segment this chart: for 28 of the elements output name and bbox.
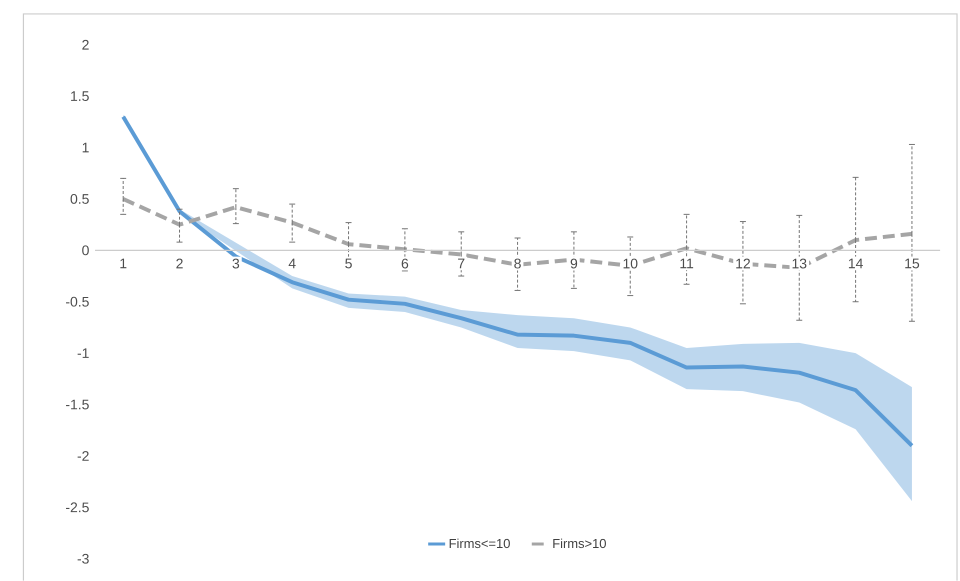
y-tick-label: 0.5 — [70, 194, 89, 204]
x-tick-label: 5 — [345, 258, 352, 269]
x-tick-label: 14 — [848, 258, 863, 268]
x-tick-label: 11 — [680, 258, 694, 268]
x-tick-label: 8 — [514, 258, 521, 269]
legend-label: Firms>10 — [553, 538, 606, 548]
y-tick-label: -1.5 — [66, 400, 89, 410]
legend-label: Firms<=10 — [450, 538, 510, 548]
y-tick-label: -3 — [78, 554, 89, 564]
y-tick-label: 2 — [82, 40, 89, 50]
x-tick-label: 9 — [570, 258, 578, 269]
x-tick-label: 3 — [232, 258, 240, 269]
x-tick-label: 2 — [176, 258, 183, 269]
x-tick-label: 10 — [624, 258, 638, 269]
y-tick-label: -2.5 — [66, 502, 89, 512]
y-tick-label: -2 — [78, 451, 89, 461]
x-tick-label: 7 — [458, 258, 464, 268]
y-tick-label: 1 — [82, 142, 89, 153]
x-tick-label: 1 — [120, 258, 126, 268]
x-tick-label: 12 — [736, 258, 750, 269]
x-tick-label: 6 — [402, 258, 408, 269]
x-tick-label: 13 — [792, 258, 806, 269]
y-tick-label: 1.5 — [71, 91, 89, 102]
y-tick-label: 0 — [82, 246, 89, 256]
x-tick-label: 4 — [288, 258, 296, 268]
y-tick-label: -1 — [78, 348, 89, 358]
y-tick-label: -0.5 — [66, 296, 89, 307]
x-tick-label: 15 — [905, 258, 920, 269]
